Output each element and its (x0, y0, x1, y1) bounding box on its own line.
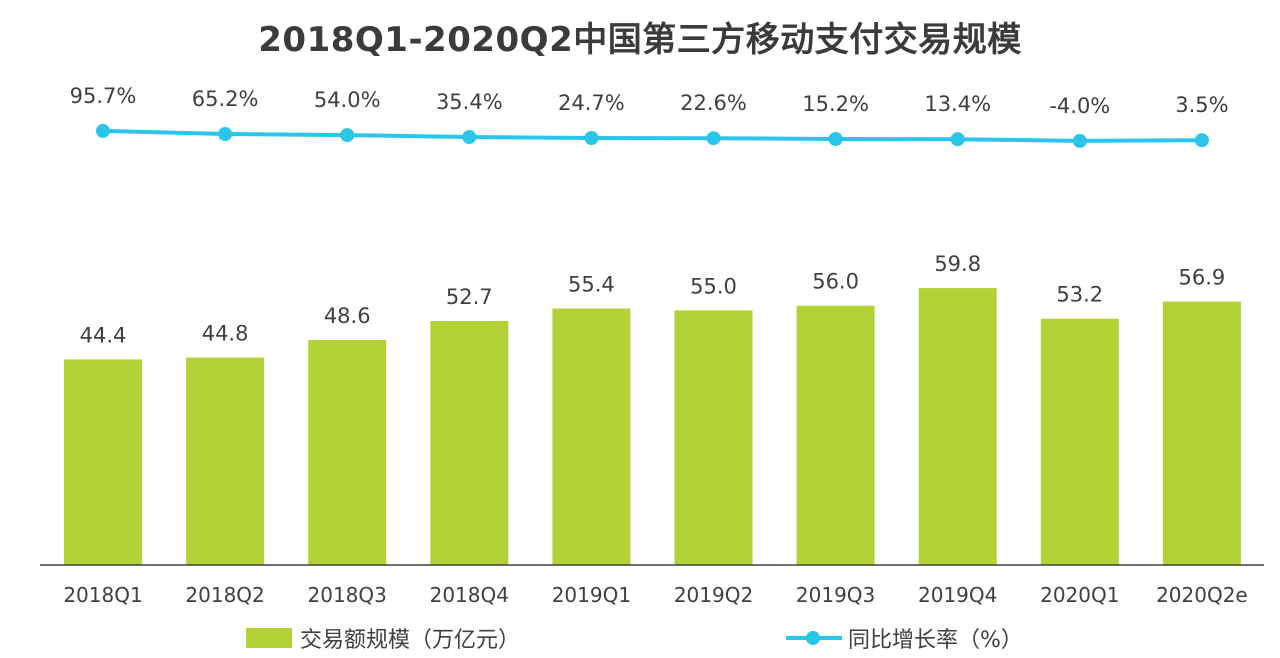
legend-label-transaction: 交易额规模（万亿元） (300, 628, 521, 653)
growth-value-label: 13.4% (924, 92, 991, 116)
legend-line-marker (806, 631, 820, 645)
bar-value-label: 59.8 (934, 252, 981, 276)
bar-2020Q1 (1040, 318, 1119, 565)
bar-value-label: 55.4 (568, 273, 615, 297)
legend-bar-swatch (246, 628, 292, 648)
legend-line-swatch (786, 628, 842, 648)
x-tick-label: 2019Q4 (918, 583, 997, 607)
bar-2019Q1 (552, 308, 631, 565)
x-tick-label: 2019Q3 (796, 583, 875, 607)
chart-title: 2018Q1-2020Q2中国第三方移动支付交易规模 (258, 20, 1022, 60)
growth-value-label: 3.5% (1175, 93, 1228, 117)
bar-value-label: 56.9 (1179, 266, 1226, 290)
x-tick-label: 2018Q4 (430, 583, 509, 607)
x-tick-label: 2018Q3 (308, 583, 387, 607)
growth-label-group: 95.7% 65.2% 54.0% 35.4% 24.7% 22.6% 15.2% 13.4%… (70, 84, 1229, 118)
bar-2018Q1 (64, 359, 142, 565)
x-tick-label: 2020Q2e (1156, 583, 1248, 607)
growth-point-group (96, 123, 1209, 148)
growth-point-2019Q1 (584, 131, 599, 145)
legend-item-transaction: 交易额规模（万亿元） (246, 622, 520, 654)
growth-value-label: 22.6% (680, 91, 747, 115)
bar-value-label: 44.4 (80, 323, 127, 347)
bar-value-label: 44.8 (202, 322, 249, 346)
legend-label-growth: 同比增长率（%） (848, 628, 1023, 653)
x-tick-label: 2019Q2 (674, 583, 753, 607)
x-tick-label: 2018Q1 (63, 583, 142, 607)
growth-point-2019Q4 (950, 132, 965, 147)
growth-value-label: 24.7% (558, 91, 625, 115)
growth-point-2020Q1 (1072, 133, 1087, 148)
bar-value-label: 53.2 (1056, 283, 1103, 307)
bar-2019Q2 (674, 310, 753, 566)
bar-2018Q3 (308, 340, 387, 565)
growth-point-2018Q4 (462, 130, 477, 144)
growth-value-label: -4.0% (1049, 94, 1110, 118)
growth-value-label: 15.2% (802, 92, 869, 116)
x-tick-label: 2019Q1 (552, 583, 631, 607)
growth-point-2019Q3 (828, 132, 843, 146)
bar-value-label: 48.6 (324, 304, 371, 328)
growth-point-2018Q2 (218, 127, 233, 141)
growth-point-2018Q1 (96, 123, 110, 138)
bar-label-group: 44.4 44.8 48.6 52.7 55.4 55.0 56.0 59.8 53.2 56.9 (80, 252, 1226, 347)
bar-2019Q4 (918, 288, 997, 565)
x-tick-label: 2018Q2 (185, 583, 264, 607)
x-tick-label: 2020Q1 (1040, 583, 1119, 607)
growth-rate-line (102, 128, 1202, 143)
bar-2020Q2e (1162, 301, 1241, 565)
bar-value-label: 56.0 (812, 270, 859, 294)
growth-point-2019Q2 (706, 131, 721, 146)
bar-value-label: 55.0 (690, 274, 737, 298)
growth-point-2020Q2e (1194, 133, 1209, 148)
legend-item-growth: 同比增长率（%） (786, 622, 1023, 654)
bar-series (64, 288, 1241, 566)
bar-value-label: 52.7 (446, 285, 493, 309)
bar-2018Q2 (186, 357, 265, 565)
growth-value-label: 35.4% (436, 90, 503, 114)
growth-value-label: 65.2% (192, 87, 259, 111)
bar-2019Q3 (796, 305, 875, 565)
bar-2018Q4 (430, 321, 509, 565)
growth-point-2018Q3 (340, 128, 355, 143)
growth-value-label: 54.0% (314, 88, 381, 112)
x-tick-group: 2018Q1 2018Q2 2018Q3 2018Q4 2019Q1 2019Q2 2019… (63, 583, 1247, 607)
growth-value-label: 95.7% (70, 84, 137, 108)
